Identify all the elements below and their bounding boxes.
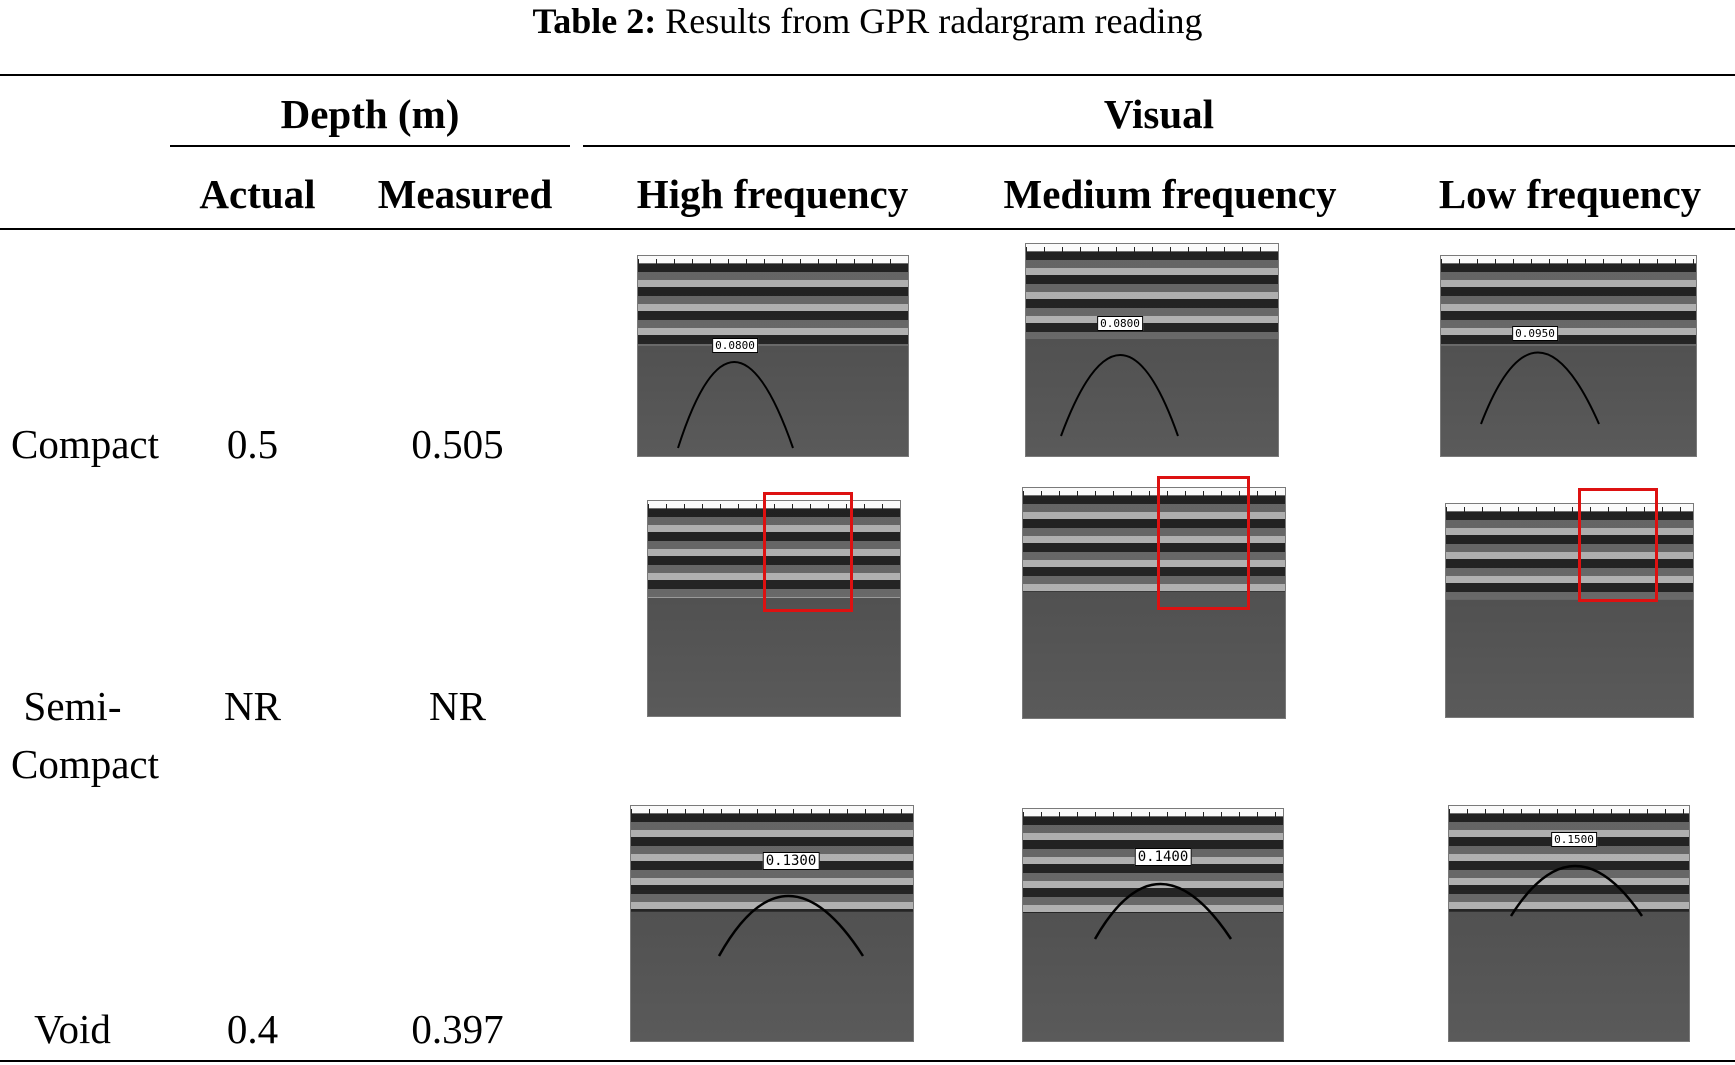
radargram-compact-medium: 0.0800 [1025, 243, 1279, 457]
actual-depth-semi-compact: NR [224, 683, 281, 729]
depth-group-header: Depth (m) [280, 91, 460, 137]
radargram-semi-compact-medium [1022, 487, 1286, 719]
caption-label: Table 2: [532, 1, 657, 41]
row-label-void: Void [34, 1006, 111, 1052]
header-rule [0, 228, 1735, 230]
depth-group-rule [170, 145, 570, 147]
radargram-semi-compact-high [647, 500, 901, 717]
actual-depth-compact: 0.5 [226, 421, 279, 467]
column-header-actual: Actual [199, 171, 316, 217]
anomaly-highlight-box [1578, 488, 1658, 602]
radargram-compact-high: 0.0800 [637, 255, 909, 457]
actual-depth-void: 0.4 [226, 1006, 279, 1052]
top-rule [0, 74, 1735, 76]
measured-depth-void: 0.397 [411, 1006, 504, 1052]
bottom-rule [0, 1060, 1735, 1062]
anomaly-highlight-box [1157, 476, 1250, 610]
row-label-semi-compact-line1: Semi- [23, 683, 122, 729]
measured-depth-compact: 0.505 [411, 421, 504, 467]
row-label-compact: Compact [10, 421, 160, 467]
column-header-measured: Measured [377, 171, 553, 217]
visual-group-rule [583, 145, 1735, 147]
radargram-compact-low: 0.0950 [1440, 255, 1697, 457]
row-label-semi-compact-line2: Compact [10, 741, 160, 787]
depth-reading-label: 0.1300 [762, 852, 820, 870]
depth-reading-label: 0.1500 [1551, 832, 1597, 847]
depth-reading-label: 0.0800 [1097, 316, 1143, 331]
measured-depth-semi-compact: NR [429, 683, 486, 729]
anomaly-highlight-box [763, 492, 853, 612]
depth-reading-label: 0.0950 [1512, 326, 1558, 341]
radargram-void-medium: 0.1400 [1022, 808, 1284, 1042]
table-caption: Table 2: Results from GPR radargram read… [0, 0, 1735, 46]
depth-reading-label: 0.1400 [1134, 848, 1192, 866]
radargram-semi-compact-low [1445, 503, 1694, 718]
column-header-low-frequency: Low frequency [1438, 171, 1702, 217]
radargram-void-high: 0.1300 [630, 805, 914, 1042]
column-header-high-frequency: High frequency [636, 171, 909, 217]
radargram-void-low: 0.1500 [1448, 805, 1690, 1042]
caption-text: Results from GPR radargram reading [665, 1, 1203, 41]
visual-group-header: Visual [1103, 91, 1215, 137]
depth-reading-label: 0.0800 [712, 338, 758, 353]
column-header-medium-frequency: Medium frequency [1003, 171, 1337, 217]
